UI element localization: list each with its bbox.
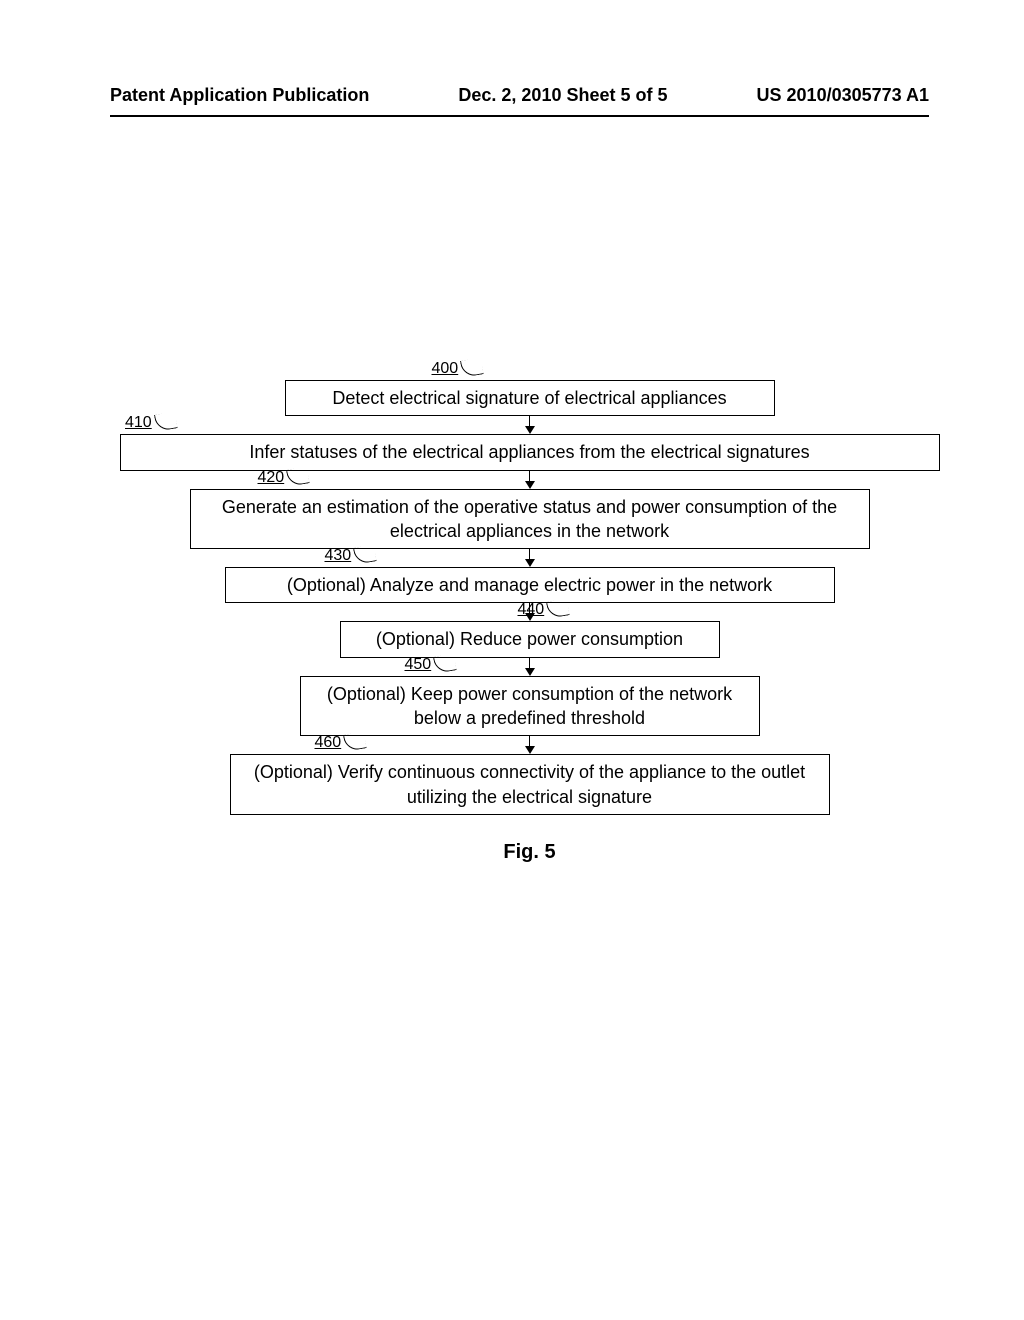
flow-box: (Optional) Analyze and manage electric p… [225,567,835,603]
leader-tick-icon [154,415,172,427]
flow-step-400: 400 Detect electrical signature of elect… [285,380,775,416]
ref-label-450: 450 [405,656,452,674]
header-rule [110,115,929,117]
flowchart: 400 Detect electrical signature of elect… [110,380,949,864]
ref-label-410: 410 [125,414,172,432]
header-right: US 2010/0305773 A1 [757,85,929,106]
ref-label-460: 460 [315,734,362,752]
ref-num: 420 [258,469,285,486]
figure-caption: Fig. 5 [503,841,555,864]
header-left: Patent Application Publication [110,85,369,106]
ref-label-400: 400 [432,360,479,378]
flow-arrow-icon [529,736,531,754]
ref-num: 410 [125,414,152,431]
flow-step-410: 410 Infer statuses of the electrical app… [110,434,949,470]
flow-arrow-icon [529,416,531,434]
flow-box: (Optional) Reduce power consumption [340,621,720,657]
leader-tick-icon [286,470,304,482]
flow-arrow-icon [529,471,531,489]
leader-tick-icon [460,361,478,373]
leader-tick-icon [433,657,451,669]
ref-label-420: 420 [258,469,305,487]
header-center: Dec. 2, 2010 Sheet 5 of 5 [458,85,667,106]
flow-box: (Optional) Verify continuous connectivit… [230,754,830,815]
ref-num: 430 [325,547,352,564]
flow-arrow-icon [529,549,531,567]
flow-arrow-icon [529,658,531,676]
flow-box: (Optional) Keep power consumption of the… [300,676,760,737]
ref-num: 460 [315,734,342,751]
flow-box: Generate an estimation of the operative … [190,489,870,550]
ref-num: 450 [405,656,432,673]
leader-tick-icon [343,735,361,747]
ref-num: 440 [518,601,545,618]
leader-tick-icon [546,602,564,614]
ref-num: 400 [432,360,459,377]
flow-step-450: 450 (Optional) Keep power consumption of… [300,676,760,737]
flow-box: Infer statuses of the electrical applian… [120,434,940,470]
flow-step-430: 430 (Optional) Analyze and manage electr… [225,567,835,603]
flow-step-440: 440 (Optional) Reduce power consumption [340,621,720,657]
flow-step-460: 460 (Optional) Verify continuous connect… [230,754,830,815]
ref-label-430: 430 [325,547,372,565]
leader-tick-icon [353,548,371,560]
flow-step-420: 420 Generate an estimation of the operat… [190,489,870,550]
ref-label-440: 440 [518,601,565,619]
flow-box: Detect electrical signature of electrica… [285,380,775,416]
